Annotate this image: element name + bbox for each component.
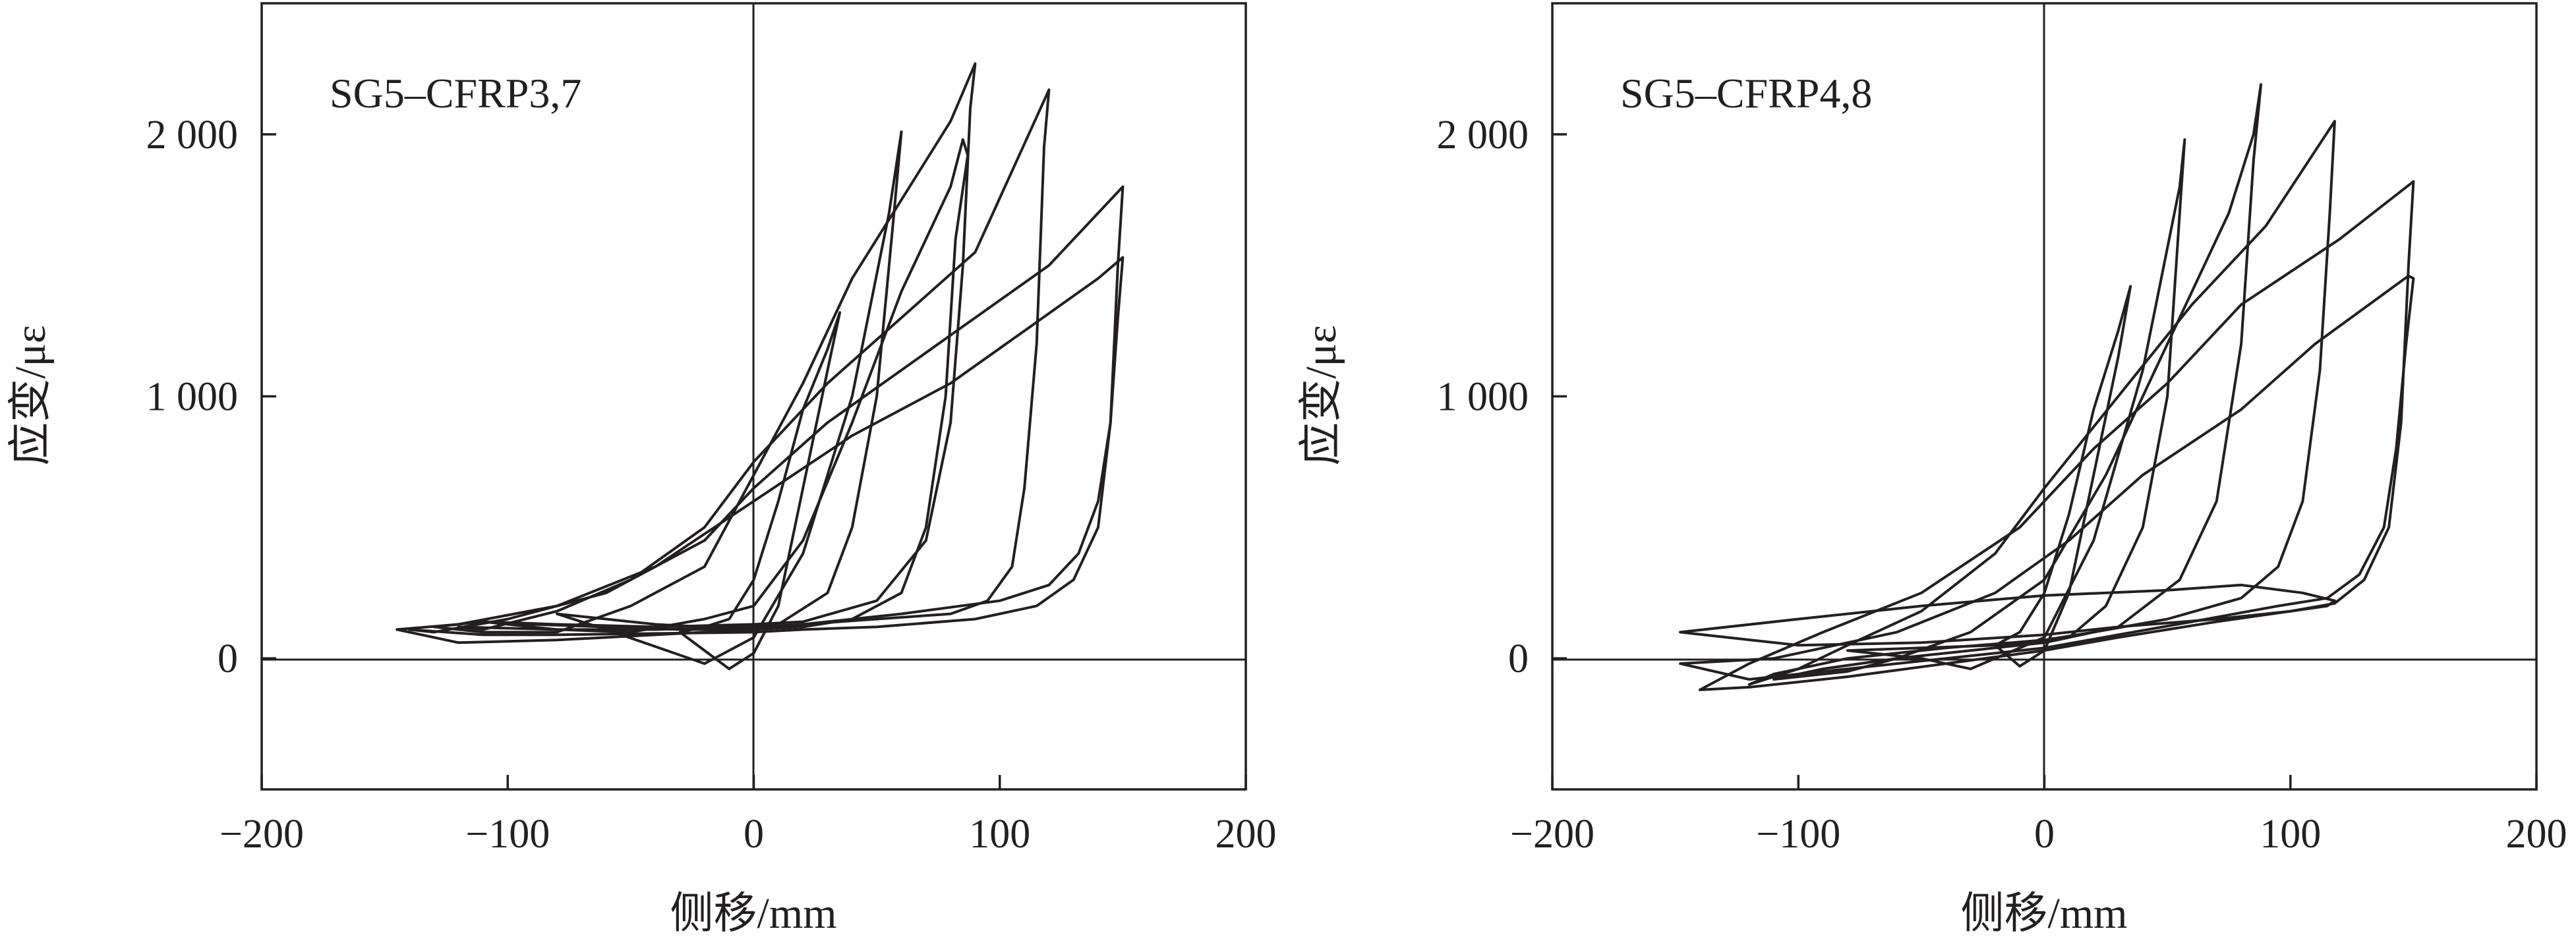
x-tick-label: 200 [1215, 812, 1277, 857]
axis-ticks [1551, 133, 2538, 789]
x-tick-label: 0 [744, 812, 764, 857]
hysteresis-loop-3 [1772, 83, 2262, 681]
x-tick-label: 100 [969, 812, 1030, 857]
hysteresis-loop-2 [555, 130, 903, 666]
x-tick-label: −200 [220, 812, 304, 857]
x-axis-title: 侧移/mm [670, 890, 836, 937]
x-tick-label: −100 [1756, 812, 1840, 857]
hysteresis-loop-4 [1747, 120, 2336, 686]
hysteresis-loop-1 [1993, 285, 2132, 668]
hysteresis-loop-6 [1679, 274, 2415, 681]
hysteresis-loop-2 [1846, 138, 2186, 671]
y-tick-label: 2 000 [1437, 113, 1529, 157]
axis-ticks [260, 133, 1247, 789]
y-tick-label: 1 000 [146, 375, 239, 420]
hysteresis-curves [1679, 83, 2415, 691]
x-tick-label: 100 [2260, 812, 2321, 857]
x-tick-label: 0 [2034, 812, 2055, 857]
y-axis-title: 应变/με [7, 325, 55, 465]
hysteresis-loop-5 [1698, 180, 2415, 691]
hysteresis-loop-6 [408, 185, 1125, 637]
x-tick-labels: −200 −100 0 100 200 [1510, 812, 2567, 857]
y-tick-label: 0 [1508, 637, 1529, 681]
x-tick-label: 200 [2506, 812, 2567, 857]
y-tick-label: 0 [218, 637, 238, 681]
x-tick-labels: −200 −100 0 100 200 [220, 812, 1276, 857]
y-axis-title: 应变/με [1297, 325, 1345, 465]
y-tick-label: 1 000 [1437, 375, 1529, 420]
x-tick-label: −200 [1510, 812, 1595, 857]
hysteresis-loop-7 [1679, 583, 2336, 647]
hysteresis-curves [395, 62, 1125, 671]
x-tick-label: −100 [465, 812, 550, 857]
hysteresis-loop-1 [678, 311, 842, 671]
hysteresis-loop-4 [432, 62, 977, 634]
y-tick-labels: 0 1 000 2 000 [146, 113, 239, 681]
y-tick-labels: 0 1 000 2 000 [1437, 113, 1529, 681]
y-tick-label: 2 000 [146, 113, 239, 157]
hysteresis-loop-7 [395, 256, 1125, 644]
x-axis-title: 侧移/mm [1960, 890, 2127, 937]
chart-title: SG5–CFRP3,7 [330, 70, 581, 117]
chart-title: SG5–CFRP4,8 [1620, 70, 1872, 117]
hysteresis-loop-5 [457, 88, 1051, 631]
